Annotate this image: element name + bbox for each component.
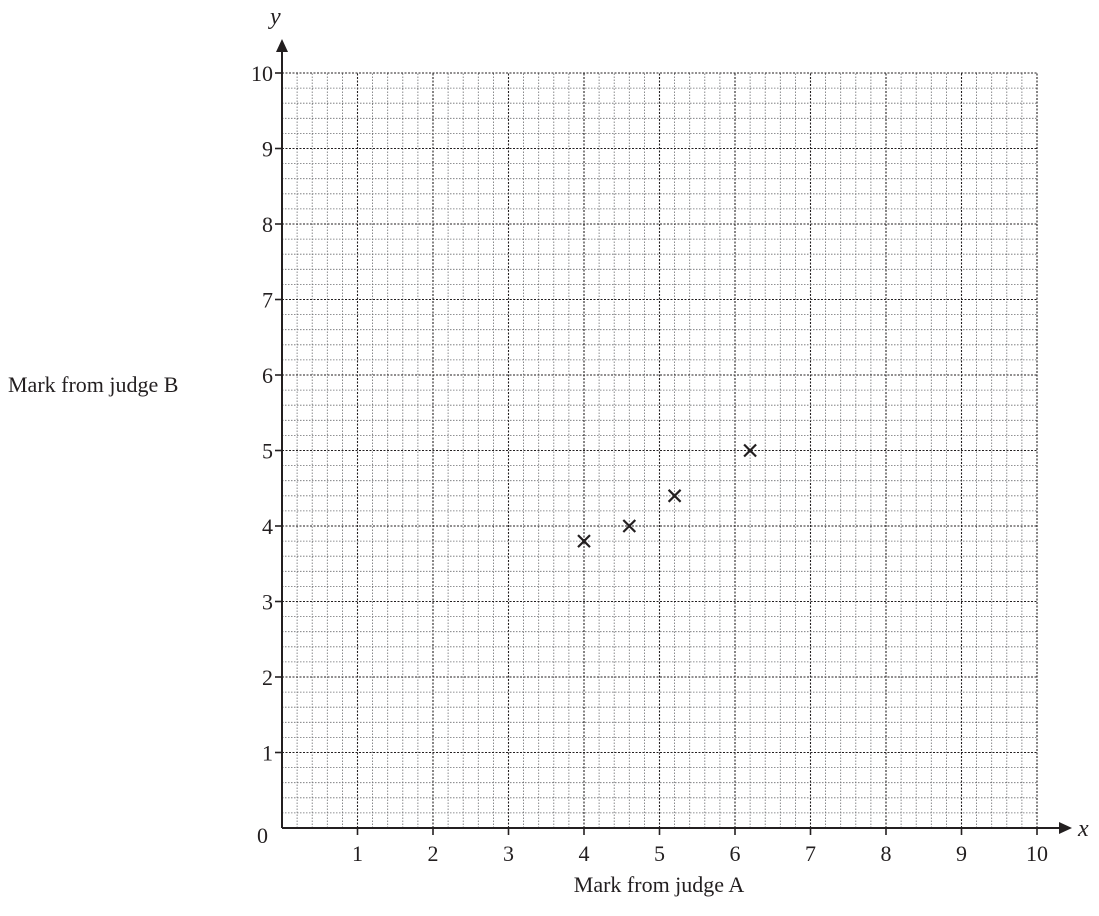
y-tick-label: 6 <box>262 363 273 388</box>
y-tick-label: 3 <box>262 590 273 615</box>
x-tick-label: 1 <box>352 841 363 866</box>
x-tick-label: 9 <box>956 841 967 866</box>
tick-labels: 1 2 3 4 5 6 7 8 9 10 1 2 3 4 5 6 7 8 9 10 <box>251 61 1048 866</box>
axis-labels: Mark from judge B Mark from judge A x y … <box>8 4 1089 897</box>
x-tick-label: 7 <box>805 841 816 866</box>
data-point-cross <box>577 534 591 548</box>
cross-stroke <box>622 519 637 533</box>
y-tick-label: 5 <box>262 439 273 464</box>
axes <box>275 39 1072 835</box>
data-point-cross <box>622 519 637 533</box>
y-tick-label: 1 <box>262 741 273 766</box>
x-tick-label: 2 <box>428 841 439 866</box>
origin-label: 0 <box>257 823 268 848</box>
y-tick-label: 10 <box>251 61 273 86</box>
y-tick-label: 7 <box>262 288 273 313</box>
x-tick-label: 10 <box>1026 841 1048 866</box>
x-tick-label: 6 <box>730 841 741 866</box>
y-tick-label: 8 <box>262 212 273 237</box>
cross-stroke <box>577 534 591 548</box>
data-point-cross <box>667 489 682 503</box>
y-tick-label: 4 <box>262 514 273 539</box>
x-tick-label: 5 <box>654 841 665 866</box>
y-axis-symbol: y <box>268 4 281 30</box>
y-axis-arrowhead <box>276 39 288 52</box>
x-axis-title: Mark from judge A <box>574 872 745 897</box>
y-tick-label: 2 <box>262 665 273 690</box>
grid <box>282 72 1038 828</box>
cross-stroke <box>743 443 757 458</box>
x-tick-label: 4 <box>579 841 590 866</box>
y-tick-label: 9 <box>262 137 273 162</box>
x-axis-arrowhead <box>1059 822 1072 834</box>
x-tick-label: 8 <box>881 841 892 866</box>
cross-stroke <box>667 489 682 503</box>
y-axis-title: Mark from judge B <box>8 372 178 397</box>
x-axis-symbol: x <box>1077 816 1089 842</box>
data-point-cross <box>743 443 757 458</box>
data-points <box>577 443 757 548</box>
x-tick-label: 3 <box>503 841 514 866</box>
